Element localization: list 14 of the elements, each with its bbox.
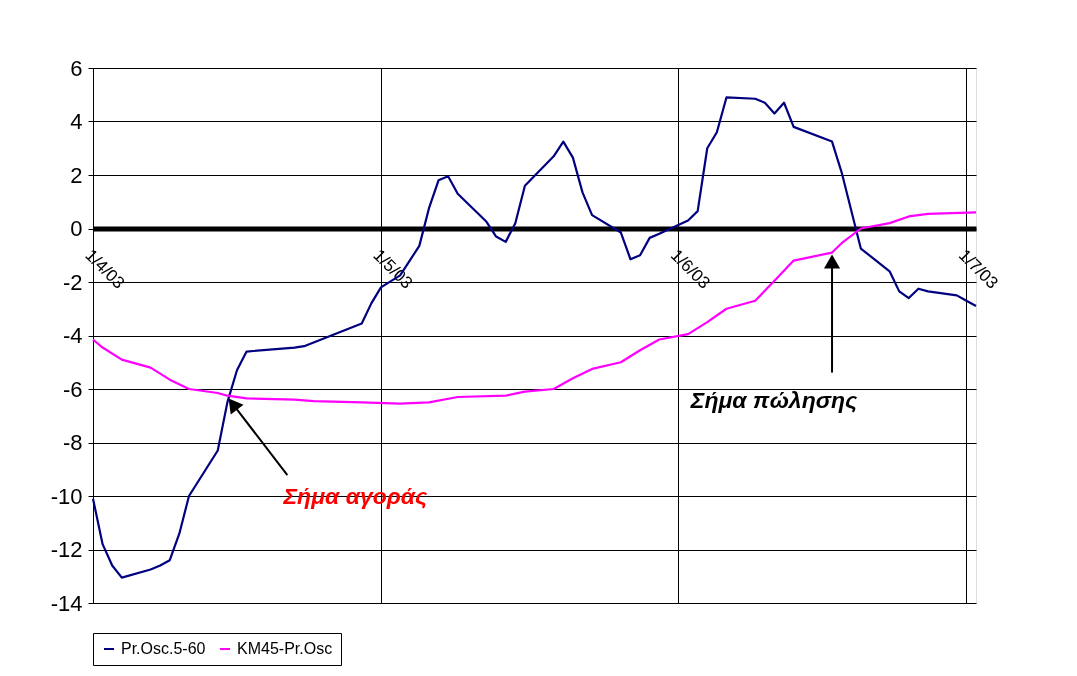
annotation: Σήμα πώλησης bbox=[689, 386, 859, 413]
y-tick-label: -10 bbox=[50, 483, 83, 509]
legend-label: Pr.Osc.5-60 bbox=[121, 640, 206, 657]
y-tick-label: -6 bbox=[62, 376, 83, 402]
y-tick-label: -2 bbox=[62, 269, 83, 295]
legend-label: KM45-Pr.Osc bbox=[237, 640, 333, 657]
y-tick-label: -8 bbox=[62, 430, 83, 455]
y-tick-label: 4 bbox=[70, 109, 83, 134]
y-tick-label: 6 bbox=[70, 55, 83, 81]
y-tick-label: 0 bbox=[70, 216, 83, 241]
y-tick-label: -12 bbox=[50, 537, 83, 562]
y-tick-label: 2 bbox=[70, 162, 83, 188]
y-tick-label: -14 bbox=[50, 590, 83, 616]
y-tick-label: -4 bbox=[62, 323, 83, 348]
